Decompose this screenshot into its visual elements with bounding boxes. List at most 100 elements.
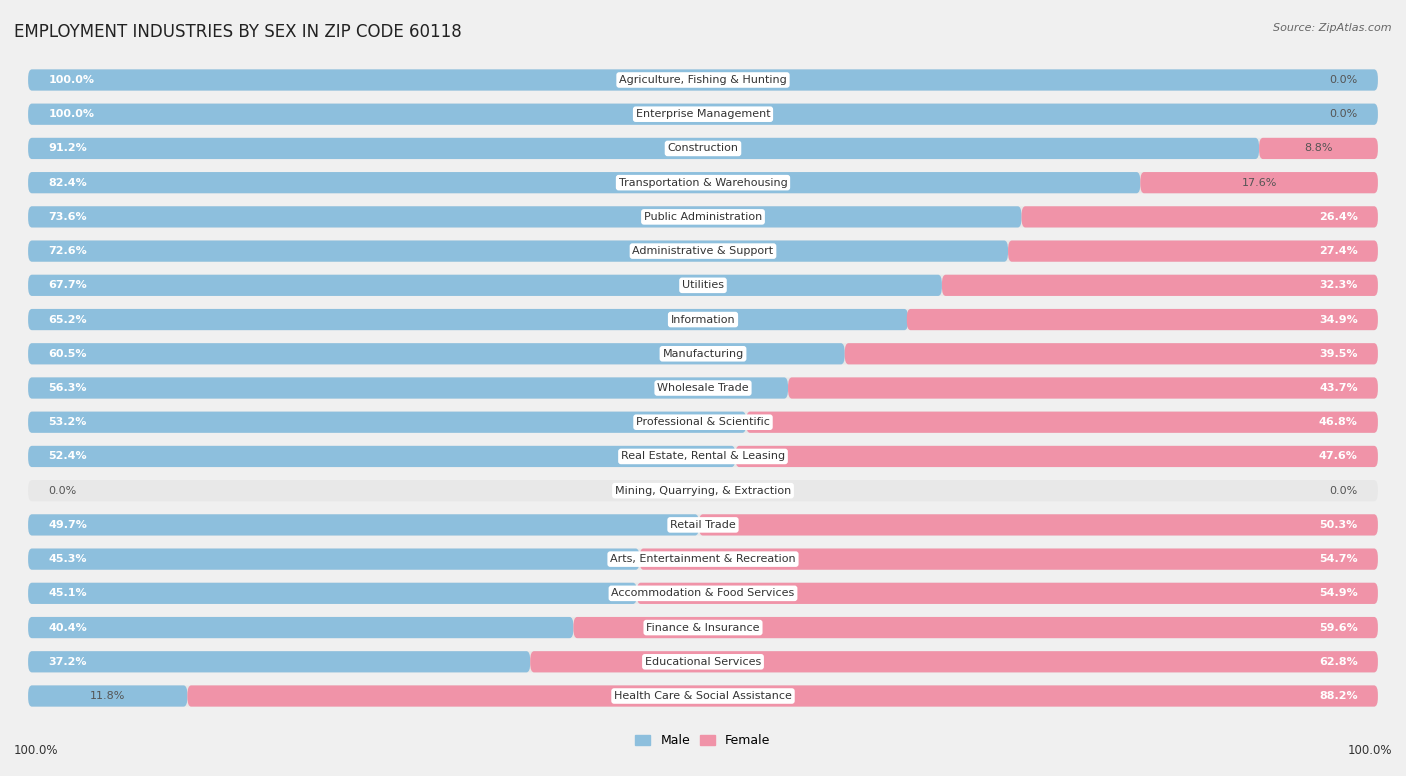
Text: 49.7%: 49.7% — [48, 520, 87, 530]
Text: Source: ZipAtlas.com: Source: ZipAtlas.com — [1274, 23, 1392, 33]
Text: Educational Services: Educational Services — [645, 656, 761, 667]
Text: 52.4%: 52.4% — [48, 452, 87, 462]
FancyBboxPatch shape — [28, 69, 1378, 91]
Text: 73.6%: 73.6% — [48, 212, 87, 222]
Text: Public Administration: Public Administration — [644, 212, 762, 222]
Text: 82.4%: 82.4% — [48, 178, 87, 188]
Text: 39.5%: 39.5% — [1319, 348, 1358, 359]
Text: 46.8%: 46.8% — [1319, 417, 1358, 428]
Text: Wholesale Trade: Wholesale Trade — [657, 383, 749, 393]
Text: 54.7%: 54.7% — [1319, 554, 1358, 564]
Text: Enterprise Management: Enterprise Management — [636, 109, 770, 120]
FancyBboxPatch shape — [28, 343, 1378, 365]
Text: 40.4%: 40.4% — [48, 622, 87, 632]
Text: 11.8%: 11.8% — [90, 691, 125, 701]
FancyBboxPatch shape — [28, 685, 1378, 707]
FancyBboxPatch shape — [28, 583, 637, 604]
FancyBboxPatch shape — [1260, 138, 1378, 159]
FancyBboxPatch shape — [1022, 206, 1378, 227]
FancyBboxPatch shape — [28, 377, 787, 399]
FancyBboxPatch shape — [28, 377, 1378, 399]
Text: 17.6%: 17.6% — [1241, 178, 1277, 188]
Text: Transportation & Warehousing: Transportation & Warehousing — [619, 178, 787, 188]
FancyBboxPatch shape — [28, 514, 699, 535]
Text: 0.0%: 0.0% — [1330, 486, 1358, 496]
Text: Manufacturing: Manufacturing — [662, 348, 744, 359]
Text: 34.9%: 34.9% — [1319, 314, 1358, 324]
Text: EMPLOYMENT INDUSTRIES BY SEX IN ZIP CODE 60118: EMPLOYMENT INDUSTRIES BY SEX IN ZIP CODE… — [14, 23, 461, 41]
FancyBboxPatch shape — [747, 411, 1378, 433]
Text: 60.5%: 60.5% — [48, 348, 87, 359]
Text: 37.2%: 37.2% — [48, 656, 87, 667]
Text: 47.6%: 47.6% — [1319, 452, 1358, 462]
FancyBboxPatch shape — [637, 583, 1378, 604]
Text: Professional & Scientific: Professional & Scientific — [636, 417, 770, 428]
FancyBboxPatch shape — [28, 138, 1378, 159]
Text: 67.7%: 67.7% — [48, 280, 87, 290]
FancyBboxPatch shape — [28, 172, 1140, 193]
FancyBboxPatch shape — [28, 138, 1260, 159]
FancyBboxPatch shape — [28, 411, 1378, 433]
Text: 91.2%: 91.2% — [48, 144, 87, 154]
FancyBboxPatch shape — [530, 651, 1378, 672]
Text: Administrative & Support: Administrative & Support — [633, 246, 773, 256]
FancyBboxPatch shape — [28, 206, 1022, 227]
Text: 62.8%: 62.8% — [1319, 656, 1358, 667]
Text: Real Estate, Rental & Leasing: Real Estate, Rental & Leasing — [621, 452, 785, 462]
FancyBboxPatch shape — [735, 446, 1378, 467]
Text: Utilities: Utilities — [682, 280, 724, 290]
Text: 43.7%: 43.7% — [1319, 383, 1358, 393]
FancyBboxPatch shape — [1008, 241, 1378, 262]
FancyBboxPatch shape — [640, 549, 1378, 570]
FancyBboxPatch shape — [28, 446, 1378, 467]
FancyBboxPatch shape — [1140, 172, 1378, 193]
FancyBboxPatch shape — [28, 275, 1378, 296]
Text: 100.0%: 100.0% — [48, 109, 94, 120]
FancyBboxPatch shape — [28, 309, 908, 330]
FancyBboxPatch shape — [28, 411, 747, 433]
Text: 88.2%: 88.2% — [1319, 691, 1358, 701]
FancyBboxPatch shape — [28, 206, 1378, 227]
Text: 0.0%: 0.0% — [1330, 109, 1358, 120]
FancyBboxPatch shape — [28, 549, 640, 570]
FancyBboxPatch shape — [787, 377, 1378, 399]
FancyBboxPatch shape — [907, 309, 1378, 330]
Text: 72.6%: 72.6% — [48, 246, 87, 256]
Legend: Male, Female: Male, Female — [630, 729, 776, 752]
Text: 0.0%: 0.0% — [48, 486, 76, 496]
FancyBboxPatch shape — [942, 275, 1378, 296]
Text: 56.3%: 56.3% — [48, 383, 87, 393]
Text: Mining, Quarrying, & Extraction: Mining, Quarrying, & Extraction — [614, 486, 792, 496]
Text: 45.3%: 45.3% — [48, 554, 87, 564]
FancyBboxPatch shape — [28, 241, 1008, 262]
Text: 100.0%: 100.0% — [14, 743, 59, 757]
FancyBboxPatch shape — [28, 480, 1378, 501]
Text: Accommodation & Food Services: Accommodation & Food Services — [612, 588, 794, 598]
Text: 65.2%: 65.2% — [48, 314, 87, 324]
FancyBboxPatch shape — [187, 685, 1378, 707]
Text: 53.2%: 53.2% — [48, 417, 87, 428]
FancyBboxPatch shape — [28, 651, 1378, 672]
Text: 100.0%: 100.0% — [48, 75, 94, 85]
FancyBboxPatch shape — [28, 617, 1378, 638]
FancyBboxPatch shape — [28, 241, 1378, 262]
Text: 26.4%: 26.4% — [1319, 212, 1358, 222]
FancyBboxPatch shape — [574, 617, 1378, 638]
Text: 45.1%: 45.1% — [48, 588, 87, 598]
FancyBboxPatch shape — [28, 446, 735, 467]
FancyBboxPatch shape — [28, 549, 1378, 570]
FancyBboxPatch shape — [28, 104, 1378, 125]
Text: Construction: Construction — [668, 144, 738, 154]
FancyBboxPatch shape — [28, 617, 574, 638]
FancyBboxPatch shape — [28, 343, 845, 365]
Text: Finance & Insurance: Finance & Insurance — [647, 622, 759, 632]
FancyBboxPatch shape — [28, 275, 942, 296]
FancyBboxPatch shape — [28, 69, 1378, 91]
Text: 50.3%: 50.3% — [1319, 520, 1358, 530]
FancyBboxPatch shape — [845, 343, 1378, 365]
FancyBboxPatch shape — [28, 685, 187, 707]
FancyBboxPatch shape — [28, 104, 1378, 125]
FancyBboxPatch shape — [699, 514, 1378, 535]
Text: Health Care & Social Assistance: Health Care & Social Assistance — [614, 691, 792, 701]
FancyBboxPatch shape — [28, 583, 1378, 604]
